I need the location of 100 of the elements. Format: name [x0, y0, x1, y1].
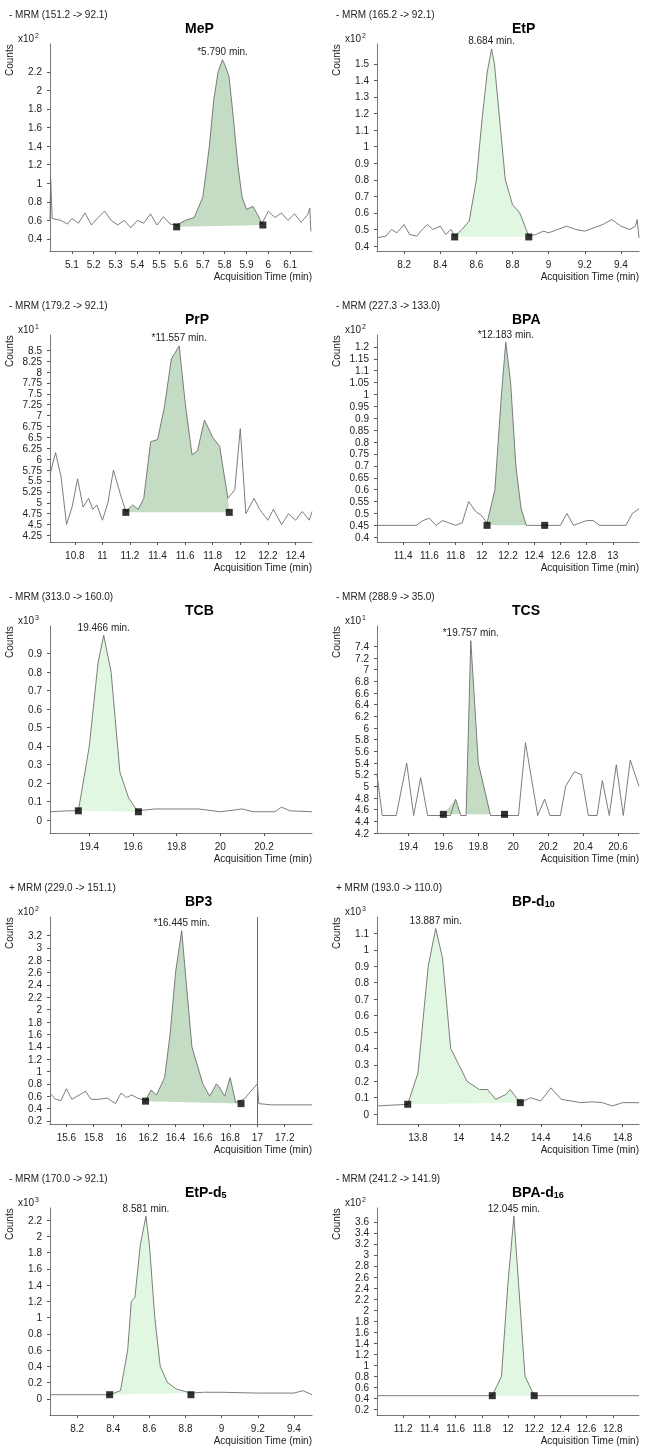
y-tick-label: 2.8 — [28, 954, 43, 966]
y-axis-title: Counts — [3, 1208, 15, 1240]
y-tick-label: 0 — [36, 1393, 43, 1405]
x-axis-title: Acquisition Time (min) — [540, 1434, 639, 1446]
x-tick-label: 11.6 — [446, 1422, 466, 1434]
y-tick-label: 0.7 — [355, 190, 370, 202]
y-tick-label: 1.6 — [28, 1263, 43, 1275]
chart-title: BP3 — [185, 893, 213, 909]
y-tick-label: 0.6 — [355, 1010, 370, 1022]
y-tick-label: 4.6 — [355, 804, 370, 816]
y-tick-label: 1 — [363, 141, 370, 153]
y-tick-label: 4.25 — [22, 529, 43, 541]
chart-title: EtP-d5 — [185, 1184, 227, 1200]
y-tick-label: 3.2 — [355, 1238, 370, 1250]
x-tick-label: 10.8 — [65, 549, 85, 561]
y-tick-label: 2.4 — [355, 1282, 370, 1294]
y-tick-label: 1.15 — [349, 353, 370, 365]
y-tick-label: 1.4 — [355, 74, 370, 86]
y-tick-label: 0.2 — [355, 1075, 370, 1087]
x-tick-label: 5.7 — [195, 258, 211, 270]
x-tick-label: 11.6 — [175, 549, 195, 561]
x-tick-label: 8.6 — [142, 1422, 157, 1434]
chart-subtitle: - MRM (151.2 -> 92.1) — [9, 8, 108, 20]
x-tick-label: 11.4 — [420, 1422, 440, 1434]
chart-subtitle: - MRM (165.2 -> 92.1) — [336, 8, 435, 20]
y-axis-title: Counts — [330, 44, 342, 76]
y-tick-label: 5.2 — [355, 769, 370, 781]
y-tick-label: 0.8 — [28, 196, 43, 208]
x-tick-label: 20.2 — [254, 840, 275, 852]
x-tick-label: 14.4 — [531, 1131, 551, 1143]
y-tick-label: 2.6 — [355, 1271, 370, 1283]
y-tick-label: 0.4 — [355, 1042, 370, 1054]
x-tick-label: 12.8 — [603, 1422, 623, 1434]
y-tick-label: 0.8 — [355, 1370, 370, 1382]
x-axis-title: Acquisition Time (min) — [540, 561, 639, 573]
y-tick-label: 1.4 — [28, 140, 43, 152]
x-tick-label: 8.6 — [469, 258, 484, 270]
y-tick-label: 6 — [363, 722, 370, 734]
y-tick-label: 2.2 — [28, 1214, 43, 1226]
x-tick-label: 8.2 — [397, 258, 412, 270]
y-tick-label: 6.6 — [355, 687, 370, 699]
y-tick-label: 1.05 — [349, 377, 370, 389]
y-tick-label: 5.25 — [22, 486, 43, 498]
y-tick-label: 0.2 — [355, 1403, 370, 1415]
y-tick-label: 1.2 — [28, 1295, 43, 1307]
y-tick-label: 6.75 — [22, 421, 43, 433]
y-tick-label: 0.2 — [28, 1377, 43, 1389]
x-tick-label: 12.2 — [498, 549, 519, 561]
y-tick-label: 0.9 — [355, 157, 370, 169]
line-series — [376, 640, 640, 816]
y-axis-title: Counts — [330, 917, 342, 949]
chart-subtitle: - MRM (313.0 -> 160.0) — [9, 590, 114, 602]
y-tick-label: 0.4 — [28, 233, 43, 245]
y-tick-label: 1.4 — [355, 1337, 370, 1349]
y-tick-label: 1.6 — [28, 1028, 43, 1040]
x-tick-label: 8.4 — [433, 258, 448, 270]
y-tick-label: 0.4 — [355, 240, 370, 252]
y-tick-label: 2 — [36, 1230, 43, 1242]
x-tick-label: 12 — [476, 549, 488, 561]
y-tick-label: 5.4 — [355, 757, 370, 769]
y-tick-label: 0.65 — [349, 472, 370, 484]
y-tick-label: 1.5 — [355, 58, 370, 70]
y-axis-title: Counts — [330, 1208, 342, 1240]
y-tick-label: 0.4 — [28, 1103, 43, 1115]
y-tick-label: 1.1 — [355, 124, 370, 136]
y-tick-label: 2.6 — [28, 967, 43, 979]
y-axis-title: Counts — [330, 626, 342, 658]
x-tick-label: 12 — [234, 549, 247, 561]
y-tick-label: 1 — [363, 1359, 370, 1371]
x-tick-label: 11.8 — [446, 549, 466, 561]
y-tick-label: 5.5 — [28, 475, 43, 487]
y-tick-label: 0.95 — [349, 400, 370, 412]
y-tick-label: 8 — [36, 366, 43, 378]
x-tick-label: 8.8 — [505, 258, 520, 270]
x-axis-title: Acquisition Time (min) — [540, 270, 639, 282]
y-tick-label: 6.4 — [355, 699, 370, 711]
chart-title: MeP — [185, 20, 214, 36]
x-tick-label: 11.4 — [393, 549, 413, 561]
annotation: *11.557 min. — [151, 332, 207, 344]
x-tick-label: 20 — [214, 840, 227, 852]
x-tick-label: 9.2 — [577, 258, 593, 270]
y-tick-label: 1.2 — [28, 1053, 43, 1065]
y-tick-label: 5.8 — [355, 734, 370, 746]
annotation: *5.790 min. — [197, 46, 248, 58]
chart-subtitle: - MRM (179.2 -> 92.1) — [9, 299, 108, 311]
chart-subtitle: - MRM (241.2 -> 141.9) — [336, 1172, 441, 1184]
y-tick-label: 0.1 — [28, 796, 43, 808]
x-tick-label: 5.5 — [152, 258, 167, 270]
x-tick-label: 16 — [115, 1131, 127, 1143]
y-tick-label: 5 — [36, 497, 43, 509]
y-tick-label: 5 — [363, 780, 370, 792]
x-tick-label: 19.4 — [398, 840, 419, 852]
y-tick-label: 7 — [363, 664, 370, 676]
x-tick-label: 11.2 — [393, 1422, 413, 1434]
y-tick-label: 0.85 — [349, 424, 370, 436]
x-tick-label: 8.2 — [70, 1422, 85, 1434]
x-tick-label: 20.2 — [538, 840, 559, 852]
annotation: *16.445 min. — [153, 917, 210, 929]
y-tick-label: 3.6 — [355, 1216, 370, 1228]
y-tick-label: 0.4 — [28, 1360, 43, 1372]
